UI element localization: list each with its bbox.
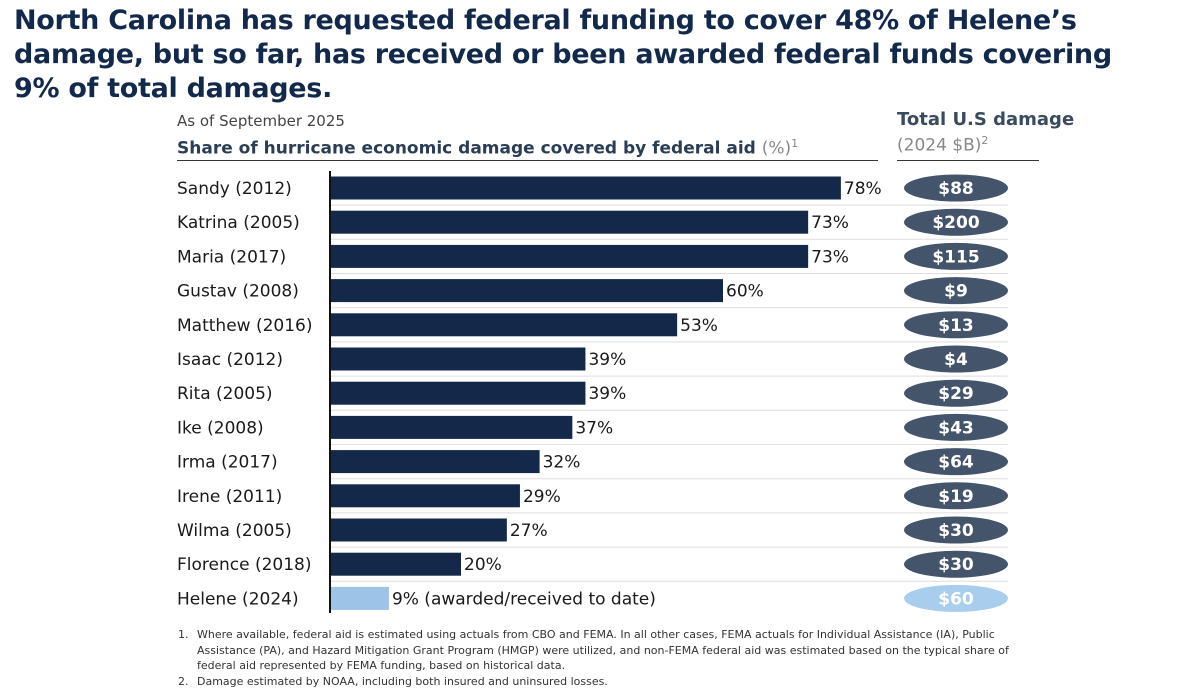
bar-helene-2024 <box>330 586 389 610</box>
value-label-ike-2008: 37% <box>575 418 613 438</box>
value-label-gustav-2008: 60% <box>726 282 764 302</box>
damage-pill-irene-2011 <box>904 482 1008 510</box>
footnote-1-number: 1. <box>178 628 189 641</box>
value-label-maria-2017: 73% <box>811 247 849 267</box>
footnotes: 1. Where available, federal aid is estim… <box>178 627 1038 689</box>
bar-irma-2017 <box>330 450 540 474</box>
category-label-ike-2008: Ike (2008) <box>177 418 264 438</box>
category-label-irma-2017: Irma (2017) <box>177 453 278 473</box>
damage-column-subheader: (2024 $B)2 <box>897 134 988 156</box>
as-of-date: As of September 2025 <box>177 112 345 130</box>
value-label-helene-2024: 9% (awarded/received to date) <box>392 589 656 609</box>
damage-label-irma-2017: $64 <box>938 453 974 473</box>
damage-label-isaac-2012: $4 <box>944 350 968 370</box>
category-label-rita-2005: Rita (2005) <box>177 384 273 404</box>
damage-label-helene-2024: $60 <box>938 589 974 609</box>
damage-pill-rita-2005 <box>904 379 1008 407</box>
category-label-matthew-2016: Matthew (2016) <box>177 316 313 336</box>
damage-label-matthew-2016: $13 <box>938 316 974 336</box>
value-label-sandy-2012: 78% <box>844 179 882 199</box>
footnote-2-number: 2. <box>178 674 189 688</box>
footnote-1-text: Where available, federal aid is estimate… <box>197 628 1009 672</box>
category-label-helene-2024: Helene (2024) <box>177 589 299 609</box>
page-title: North Carolina has requested federal fun… <box>14 5 1112 104</box>
value-label-irma-2017: 32% <box>543 453 581 473</box>
category-label-sandy-2012: Sandy (2012) <box>177 179 292 199</box>
value-label-matthew-2016: 53% <box>680 316 718 336</box>
bar-ike-2008 <box>330 415 573 439</box>
bar-maria-2017 <box>330 244 809 268</box>
damage-column-unit: (2024 $B) <box>897 135 982 156</box>
bar-matthew-2016 <box>330 313 678 337</box>
damage-label-ike-2008: $43 <box>938 418 974 438</box>
value-label-irene-2011: 29% <box>523 487 561 507</box>
bar-rita-2005 <box>330 381 586 405</box>
damage-pill-ike-2008 <box>904 413 1008 441</box>
bar-florence-2018 <box>330 552 461 576</box>
damage-pill-isaac-2012 <box>904 345 1008 373</box>
chart-subtitle: Share of hurricane economic damage cover… <box>177 137 798 159</box>
damage-pill-wilma-2005 <box>904 516 1008 544</box>
value-label-katrina-2005: 73% <box>811 213 849 233</box>
chart-subtitle-footnote-ref: 1 <box>791 137 799 150</box>
footnote-1: 1. Where available, federal aid is estim… <box>178 627 1038 674</box>
damage-column-footnote-ref: 2 <box>981 134 989 147</box>
damage-label-irene-2011: $19 <box>938 487 974 507</box>
damage-label-maria-2017: $115 <box>932 247 979 267</box>
category-label-gustav-2008: Gustav (2008) <box>177 282 299 302</box>
damage-label-florence-2018: $30 <box>938 555 974 575</box>
category-label-irene-2011: Irene (2011) <box>177 487 282 507</box>
bar-irene-2011 <box>330 484 520 508</box>
damage-column-header: Total U.S damage <box>897 109 1075 130</box>
value-label-wilma-2005: 27% <box>510 521 548 541</box>
footnote-2: 2. Damage estimated by NOAA, including b… <box>178 674 1038 690</box>
damage-label-gustav-2008: $9 <box>944 282 968 302</box>
value-label-florence-2018: 20% <box>464 555 502 575</box>
bar-wilma-2005 <box>330 518 507 542</box>
damage-pill-matthew-2016 <box>904 311 1008 339</box>
value-label-isaac-2012: 39% <box>588 350 626 370</box>
damage-label-rita-2005: $29 <box>938 384 974 404</box>
category-label-wilma-2005: Wilma (2005) <box>177 521 292 541</box>
chart-header-rule <box>177 160 878 161</box>
bar-gustav-2008 <box>330 279 723 303</box>
damage-pill-sandy-2012 <box>904 174 1008 202</box>
damage-label-sandy-2012: $88 <box>938 179 974 199</box>
chart-subtitle-unit: (%) <box>761 138 792 159</box>
category-label-maria-2017: Maria (2017) <box>177 247 286 267</box>
bar-sandy-2012 <box>330 176 841 200</box>
chart-subtitle-text: Share of hurricane economic damage cover… <box>177 138 756 159</box>
category-label-florence-2018: Florence (2018) <box>177 555 312 575</box>
damage-pill-florence-2018 <box>904 550 1008 578</box>
damage-label-wilma-2005: $30 <box>938 521 974 541</box>
damage-pill-helene-2024 <box>904 584 1008 612</box>
category-label-isaac-2012: Isaac (2012) <box>177 350 283 370</box>
value-label-rita-2005: 39% <box>588 384 626 404</box>
damage-pill-maria-2017 <box>904 242 1008 270</box>
category-label-katrina-2005: Katrina (2005) <box>177 213 300 233</box>
damage-label-katrina-2005: $200 <box>932 213 979 233</box>
damage-pill-gustav-2008 <box>904 277 1008 305</box>
bar-katrina-2005 <box>330 210 809 234</box>
footnote-2-text: Damage estimated by NOAA, including both… <box>197 674 608 688</box>
damage-pill-irma-2017 <box>904 448 1008 476</box>
damage-pill-katrina-2005 <box>904 208 1008 236</box>
bar-isaac-2012 <box>330 347 586 371</box>
damage-header-rule <box>897 160 1039 161</box>
